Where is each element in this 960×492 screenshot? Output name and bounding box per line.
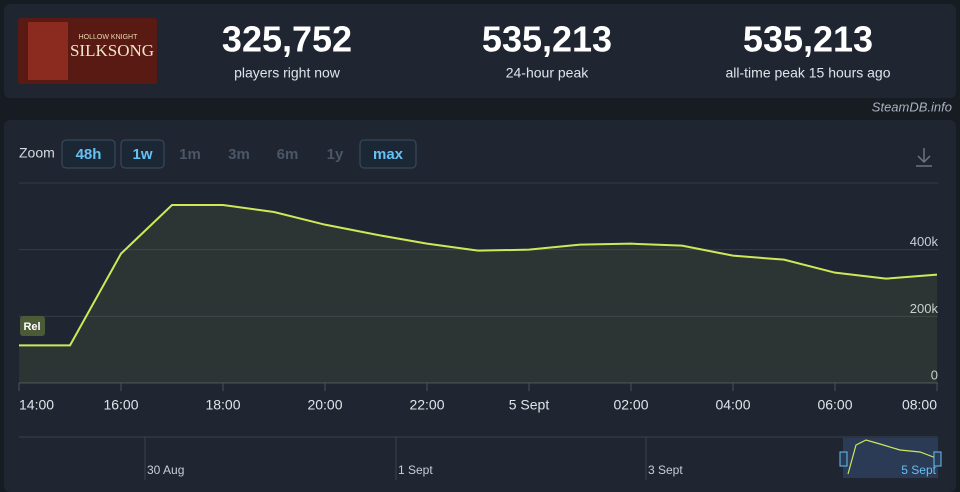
- navigator-window[interactable]: [843, 438, 938, 478]
- logo-title: SILKSONG: [70, 41, 154, 60]
- stat-value: 325,752: [222, 19, 352, 60]
- zoom-option[interactable]: 3m: [228, 146, 250, 163]
- stat-label: 24-hour peak: [506, 65, 590, 81]
- zoom-button[interactable]: [120, 139, 165, 169]
- y-tick-label: 0: [931, 367, 938, 382]
- x-tick-label: 08:00: [902, 397, 937, 413]
- x-tick-label: 18:00: [205, 397, 240, 413]
- x-tick-label: 16:00: [103, 397, 138, 413]
- stat-label: players right now: [234, 65, 341, 81]
- zoom-button[interactable]: [359, 139, 417, 169]
- navigator-label: 5 Sept: [901, 463, 936, 477]
- zoom-option[interactable]: max: [373, 146, 404, 163]
- navigator-label: 1 Sept: [398, 463, 433, 477]
- y-tick-label: 400k: [910, 234, 939, 249]
- annotation-text: Rel: [23, 321, 40, 333]
- download-icon[interactable]: [916, 148, 932, 167]
- navigator-line-mini: [847, 439, 937, 475]
- stat-value: 535,213: [743, 19, 873, 60]
- line: [19, 204, 938, 347]
- stat-value: 535,213: [482, 19, 612, 60]
- zoom-option[interactable]: 1y: [327, 146, 344, 163]
- x-tick-label: 06:00: [817, 397, 852, 413]
- x-tick-label: 04:00: [715, 397, 750, 413]
- logo-top: HOLLOW KNIGHT: [79, 34, 138, 41]
- source[interactable]: SteamDB.info: [872, 99, 952, 114]
- navigator-handle[interactable]: [839, 451, 848, 467]
- x-tick-label: 5 Sept: [509, 397, 550, 413]
- x-tick-label: 02:00: [613, 397, 648, 413]
- y-tick-label: 200k: [910, 301, 939, 316]
- stats-card: [4, 4, 956, 98]
- stat-label: all-time peak 15 hours ago: [726, 65, 891, 81]
- zoom-label: Zoom: [19, 145, 55, 161]
- zoom-option[interactable]: 1m: [179, 146, 201, 163]
- zoom-option[interactable]: 1w: [132, 146, 152, 163]
- navigator-label: 30 Aug: [147, 463, 184, 477]
- zoom-option[interactable]: 6m: [277, 146, 299, 163]
- x-tick-label: 20:00: [307, 397, 342, 413]
- x-tick-label: 14:00: [19, 397, 54, 413]
- chart-card: [4, 120, 956, 492]
- navigator-label: 3 Sept: [648, 463, 683, 477]
- area: [19, 205, 937, 383]
- zoom-option[interactable]: 48h: [76, 146, 102, 163]
- logo-art: [28, 22, 68, 80]
- navigator-handle[interactable]: [933, 451, 942, 467]
- x-tick-label: 22:00: [409, 397, 444, 413]
- zoom-button[interactable]: [61, 139, 116, 169]
- annotation-flag: [20, 316, 45, 336]
